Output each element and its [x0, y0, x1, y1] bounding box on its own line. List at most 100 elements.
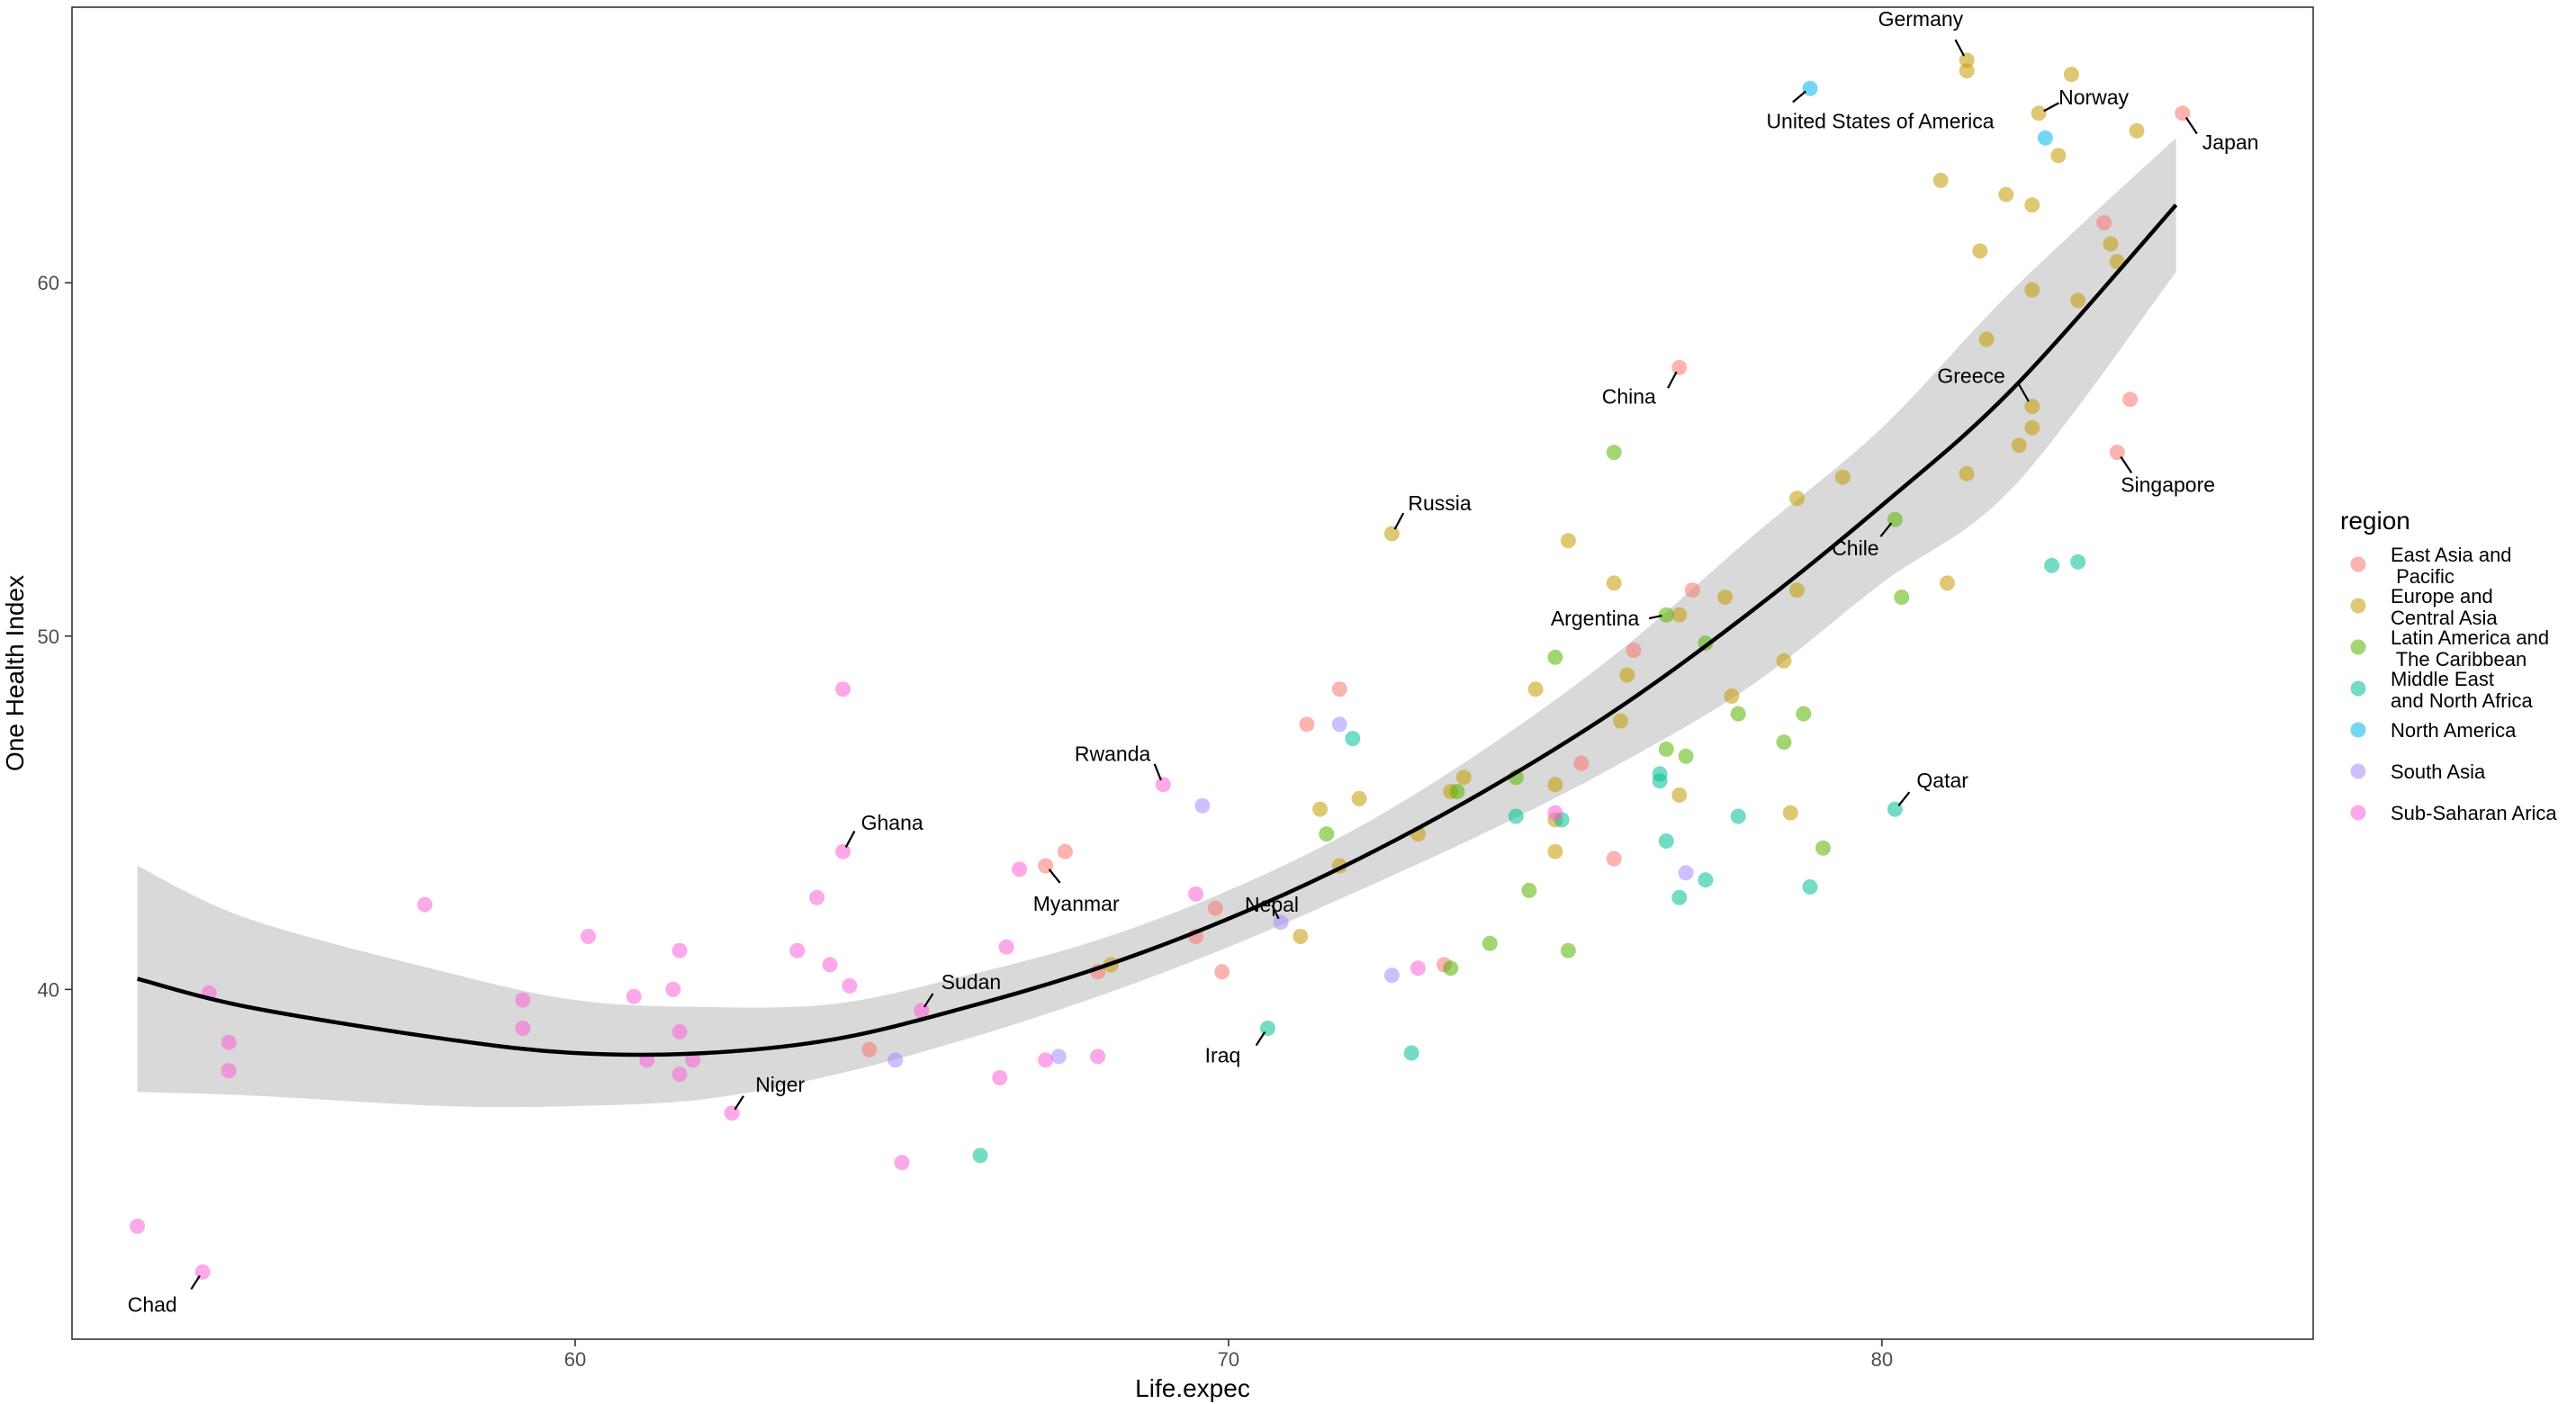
point-sub-saharan-arica — [221, 1063, 237, 1079]
point-label: Rwanda — [1075, 742, 1151, 766]
label-leader — [2184, 116, 2198, 135]
point-middle-east-and-north-africa — [1658, 833, 1674, 849]
point-europe-and-central-asia — [1972, 243, 1988, 259]
point-latin-america-and-the-caribbean — [1606, 445, 1622, 461]
legend-key — [2350, 763, 2366, 779]
legend-label: Middle East and North Africa — [2391, 668, 2534, 712]
point-europe-and-central-asia — [2063, 67, 2079, 83]
point-label: Germany — [1878, 7, 1964, 31]
point-sub-saharan-arica — [1547, 805, 1563, 821]
label-leader — [1792, 90, 1806, 104]
point-sub-saharan-arica — [671, 1066, 688, 1083]
point-europe-and-central-asia — [2103, 236, 2119, 252]
point-europe-and-central-asia — [1959, 52, 1975, 68]
point-europe-and-central-asia — [2011, 437, 2027, 454]
point-label: Chile — [1832, 536, 1878, 560]
point-sub-saharan-arica — [1012, 861, 1028, 878]
point-latin-america-and-the-caribbean — [1482, 935, 1498, 951]
point-sub-saharan-arica — [992, 1070, 1008, 1085]
point-europe-and-central-asia — [1671, 607, 1688, 623]
label-leader — [1897, 791, 1911, 806]
point-east-asia-and-pacific — [1331, 681, 1347, 698]
y-tick-label: 40 — [38, 978, 59, 1001]
legend-label-line: South Asia — [2391, 760, 2486, 783]
point-label: Ghana — [861, 811, 923, 834]
point-latin-america-and-the-caribbean — [1319, 826, 1335, 842]
point-europe-and-central-asia — [1383, 526, 1400, 542]
point-east-asia-and-pacific — [1207, 900, 1223, 916]
label-leader — [1393, 512, 1405, 530]
legend-label: Sub-Saharan Arica — [2391, 802, 2557, 824]
point-label: Singapore — [2121, 473, 2215, 497]
point-europe-and-central-asia — [1619, 667, 1635, 683]
point-europe-and-central-asia — [1998, 186, 2014, 202]
point-sub-saharan-arica — [221, 1034, 237, 1050]
legend-label-line: The Caribbean — [2391, 648, 2526, 670]
point-europe-and-central-asia — [1782, 805, 1798, 821]
point-europe-and-central-asia — [1959, 63, 1975, 79]
legend-label-line: Latin America and — [2391, 626, 2549, 649]
point-europe-and-central-asia — [2024, 419, 2040, 436]
point-sub-saharan-arica — [1188, 886, 1204, 902]
point-sub-saharan-arica — [685, 1052, 701, 1068]
point-label: China — [1602, 384, 1656, 408]
point-europe-and-central-asia — [1547, 777, 1563, 793]
point-label: Greece — [1937, 364, 2004, 388]
legend-key — [2350, 722, 2366, 738]
point-europe-and-central-asia — [2031, 105, 2047, 122]
point-latin-america-and-the-caribbean — [1449, 784, 1465, 799]
point-south-asia — [1273, 914, 1289, 931]
label-leader — [734, 1095, 744, 1111]
label-leader — [1271, 904, 1280, 920]
point-east-asia-and-pacific — [2096, 215, 2112, 230]
point-europe-and-central-asia — [1527, 681, 1544, 698]
point-europe-and-central-asia — [1776, 652, 1792, 669]
point-europe-and-central-asia — [1789, 582, 1805, 598]
point-europe-and-central-asia — [1560, 533, 1576, 549]
point-sub-saharan-arica — [822, 957, 838, 973]
point-sub-saharan-arica — [515, 992, 531, 1008]
label-leader — [190, 1274, 201, 1291]
legend-label: Europe and Central Asia — [2391, 585, 2498, 629]
point-europe-and-central-asia — [1932, 172, 1949, 188]
legend-label-line: Pacific — [2391, 565, 2454, 588]
label-leader — [1879, 522, 1893, 537]
point-east-asia-and-pacific — [1214, 964, 1230, 980]
point-east-asia-and-pacific — [2122, 392, 2139, 408]
point-europe-and-central-asia — [1312, 801, 1329, 817]
point-sub-saharan-arica — [665, 981, 681, 997]
point-sub-saharan-arica — [581, 929, 596, 944]
point-europe-and-central-asia — [1455, 770, 1472, 786]
point-europe-and-central-asia — [2129, 122, 2145, 139]
point-sub-saharan-arica — [998, 939, 1014, 955]
legend-label-line: Middle East — [2391, 668, 2494, 690]
legend-label-line: Central Asia — [2391, 607, 2498, 629]
y-tick-label: 60 — [38, 272, 59, 294]
point-sub-saharan-arica — [842, 977, 858, 994]
point-label: Norway — [2058, 86, 2129, 109]
label-leader — [2016, 382, 2030, 402]
point-sub-saharan-arica — [194, 1264, 211, 1280]
trend-layer — [137, 203, 2178, 1058]
label-leader — [844, 830, 856, 848]
point-east-asia-and-pacific — [861, 1041, 878, 1058]
points-layer — [130, 52, 2191, 1280]
point-europe-and-central-asia — [1789, 490, 1805, 507]
point-europe-and-central-asia — [2024, 197, 2040, 213]
x-tick-label: 80 — [1871, 1348, 1893, 1371]
point-europe-and-central-asia — [1351, 790, 1367, 806]
point-sub-saharan-arica — [894, 1155, 910, 1171]
point-south-asia — [887, 1052, 904, 1068]
point-north-america — [1802, 80, 1818, 96]
point-middle-east-and-north-africa — [2070, 554, 2086, 570]
point-east-asia-and-pacific — [1684, 582, 1700, 598]
point-sub-saharan-arica — [809, 889, 825, 905]
point-label: Japan — [2202, 130, 2259, 154]
point-south-asia — [1383, 968, 1400, 984]
point-middle-east-and-north-africa — [2044, 557, 2060, 573]
label-leader — [1954, 39, 1966, 57]
point-latin-america-and-the-caribbean — [1796, 706, 1812, 722]
legend-label: East Asia and Pacific — [2391, 544, 2512, 588]
